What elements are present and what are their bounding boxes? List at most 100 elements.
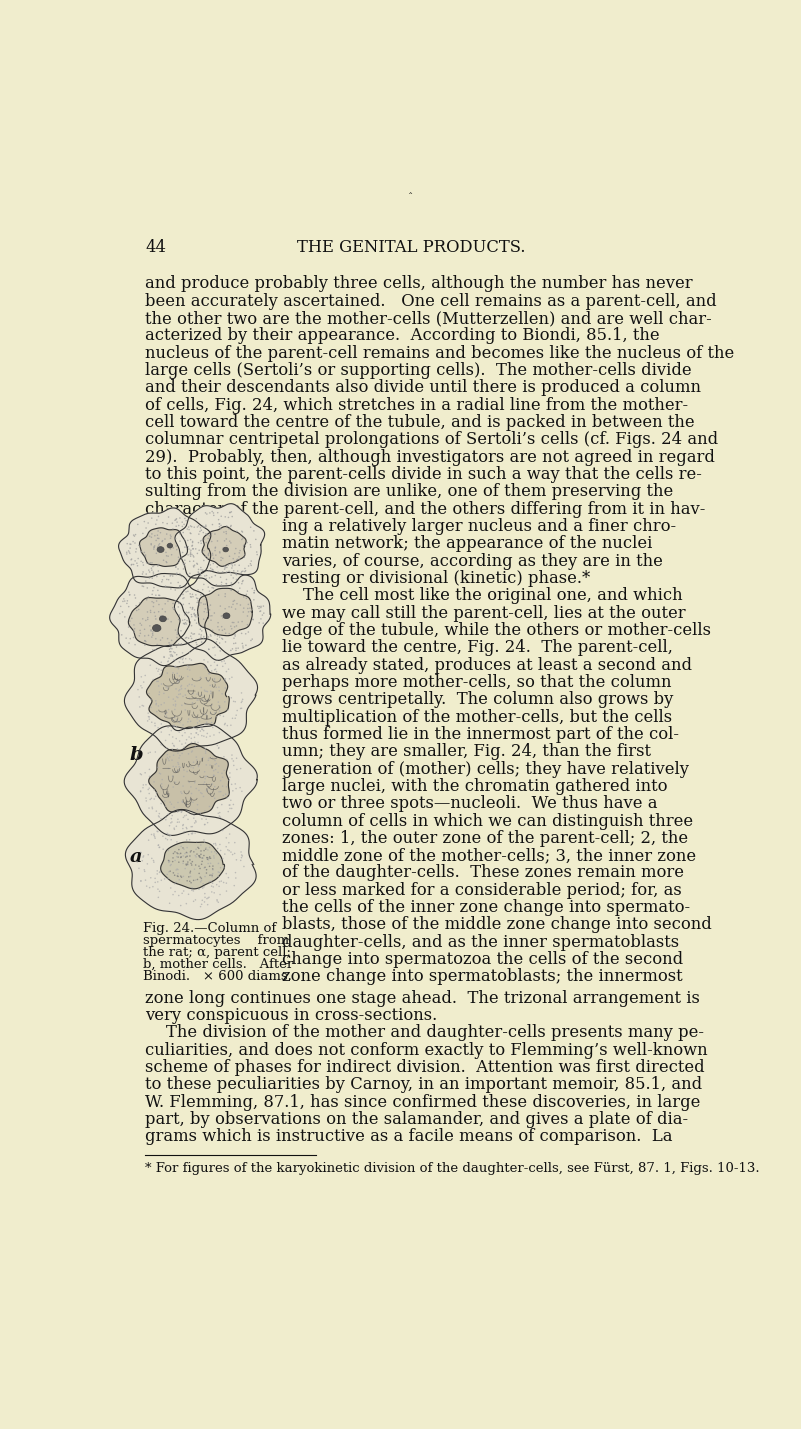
Circle shape	[191, 624, 192, 626]
Circle shape	[206, 765, 207, 766]
Circle shape	[226, 837, 227, 839]
Circle shape	[260, 619, 262, 620]
Circle shape	[179, 879, 180, 880]
Circle shape	[199, 603, 200, 604]
Circle shape	[251, 564, 252, 566]
Circle shape	[256, 552, 257, 553]
Circle shape	[222, 557, 223, 559]
Text: and their descendants also divide until there is produced a column: and their descendants also divide until …	[145, 379, 701, 396]
Circle shape	[151, 593, 153, 594]
Circle shape	[210, 863, 211, 865]
Circle shape	[128, 592, 130, 593]
Circle shape	[190, 799, 191, 800]
Circle shape	[187, 812, 188, 813]
Circle shape	[222, 639, 223, 640]
Circle shape	[200, 567, 202, 569]
Circle shape	[219, 642, 220, 644]
Circle shape	[262, 614, 264, 616]
Circle shape	[219, 714, 221, 716]
Circle shape	[209, 880, 211, 883]
Circle shape	[158, 604, 159, 606]
Circle shape	[217, 772, 219, 773]
Circle shape	[197, 597, 199, 599]
Circle shape	[186, 827, 187, 829]
Circle shape	[173, 725, 175, 726]
Circle shape	[140, 790, 142, 793]
Circle shape	[158, 612, 159, 613]
Ellipse shape	[223, 613, 230, 619]
Circle shape	[214, 775, 215, 776]
Circle shape	[190, 554, 191, 556]
Circle shape	[192, 832, 194, 833]
Circle shape	[224, 593, 226, 594]
Circle shape	[202, 899, 203, 902]
Circle shape	[159, 616, 161, 617]
Circle shape	[178, 680, 179, 682]
Circle shape	[177, 582, 179, 583]
Circle shape	[151, 807, 153, 809]
Circle shape	[175, 737, 177, 739]
Circle shape	[206, 736, 207, 737]
Circle shape	[205, 526, 207, 527]
Circle shape	[187, 529, 188, 530]
Polygon shape	[198, 589, 252, 636]
Circle shape	[230, 563, 231, 564]
Circle shape	[190, 870, 191, 872]
Circle shape	[221, 637, 223, 639]
Circle shape	[167, 757, 168, 759]
Circle shape	[190, 766, 191, 767]
Circle shape	[164, 603, 166, 604]
Circle shape	[202, 626, 203, 627]
Circle shape	[228, 527, 230, 530]
Circle shape	[186, 637, 187, 639]
Circle shape	[162, 609, 163, 610]
Circle shape	[239, 552, 240, 553]
Circle shape	[237, 570, 239, 572]
Circle shape	[197, 809, 198, 810]
Circle shape	[183, 860, 184, 862]
Circle shape	[248, 566, 249, 567]
Circle shape	[173, 853, 174, 855]
Text: large nuclei, with the chromatin gathered into: large nuclei, with the chromatin gathere…	[282, 777, 668, 795]
Circle shape	[227, 669, 229, 670]
Circle shape	[224, 723, 226, 725]
Circle shape	[169, 644, 171, 646]
Circle shape	[183, 776, 184, 777]
Circle shape	[192, 693, 194, 694]
Circle shape	[192, 547, 194, 550]
Circle shape	[229, 776, 231, 777]
Circle shape	[216, 664, 218, 666]
Circle shape	[241, 620, 243, 622]
Circle shape	[232, 760, 234, 762]
Circle shape	[196, 840, 198, 843]
Circle shape	[230, 852, 231, 853]
Circle shape	[196, 699, 198, 702]
Circle shape	[171, 803, 172, 805]
Text: a: a	[130, 847, 143, 866]
Circle shape	[166, 747, 167, 749]
Circle shape	[231, 807, 232, 809]
Circle shape	[200, 687, 202, 689]
Circle shape	[180, 856, 182, 857]
Text: nucleus of the parent-cell remains and becomes like the nucleus of the: nucleus of the parent-cell remains and b…	[145, 344, 735, 362]
Circle shape	[143, 552, 145, 553]
Circle shape	[230, 650, 231, 652]
Circle shape	[143, 572, 144, 573]
Circle shape	[158, 564, 159, 566]
Ellipse shape	[159, 616, 167, 622]
Circle shape	[203, 883, 204, 885]
Circle shape	[194, 686, 195, 687]
Circle shape	[156, 870, 158, 872]
Circle shape	[158, 594, 159, 596]
Circle shape	[190, 550, 191, 552]
Circle shape	[148, 716, 150, 717]
Circle shape	[207, 662, 208, 663]
Circle shape	[205, 776, 207, 777]
Circle shape	[231, 649, 233, 650]
Circle shape	[177, 856, 179, 857]
Circle shape	[147, 855, 149, 856]
Circle shape	[145, 620, 147, 622]
Circle shape	[182, 593, 183, 596]
Circle shape	[158, 686, 159, 687]
Circle shape	[208, 857, 210, 859]
